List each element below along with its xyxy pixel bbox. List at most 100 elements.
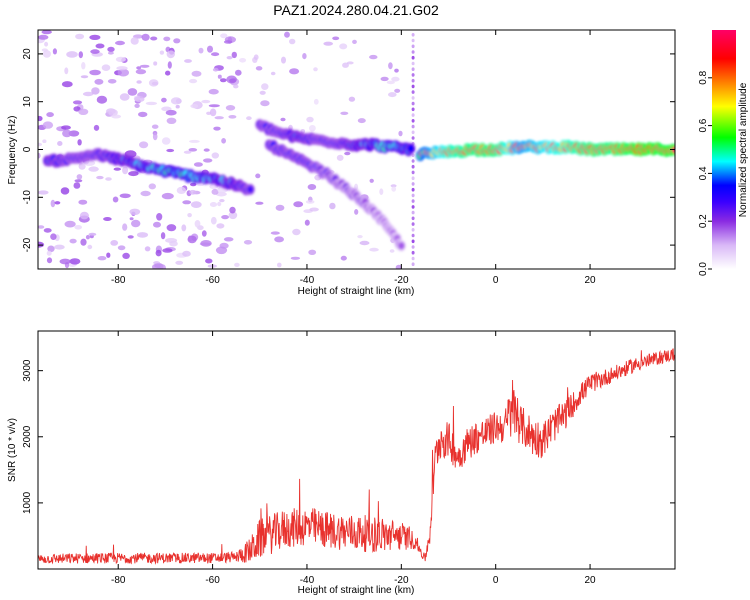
speckle: [229, 78, 236, 83]
speckle: [134, 103, 140, 108]
speckle: [78, 108, 89, 116]
speckle: [411, 113, 415, 117]
x-tick-label: 0: [493, 275, 499, 286]
snr-frame: [37, 330, 676, 570]
speckle: [62, 129, 72, 138]
speckle: [151, 81, 159, 86]
speckle: [87, 244, 93, 250]
speckle: [411, 182, 415, 186]
speckle: [136, 80, 142, 84]
speckle: [290, 256, 301, 260]
speckle: [246, 116, 252, 121]
speckle: [139, 141, 149, 149]
speckle: [50, 199, 56, 208]
speckle: [304, 219, 310, 226]
speckle: [411, 164, 415, 169]
speckle: [289, 38, 296, 45]
speckle: [411, 55, 415, 60]
speckle: [203, 158, 213, 163]
speckle: [161, 137, 171, 145]
spectrogram-x-ticks: -80 -60 -40 -20 0 20: [111, 30, 596, 286]
speckle: [82, 91, 94, 97]
speckle: [130, 37, 139, 45]
speckle: [163, 36, 171, 42]
speckle: [122, 166, 129, 175]
speckle: [46, 250, 52, 256]
speckle: [128, 171, 139, 177]
ridge-cell: [407, 144, 414, 153]
speckle: [193, 162, 203, 167]
speckle: [165, 70, 171, 76]
speckle: [85, 235, 90, 240]
speckle: [391, 76, 400, 82]
speckle: [411, 50, 415, 54]
speckle: [88, 232, 97, 236]
speckle: [69, 238, 77, 244]
x-tick-label: -80: [111, 575, 126, 586]
speckle: [359, 240, 370, 246]
speckle: [348, 96, 356, 102]
x-tick-label: -40: [300, 275, 315, 286]
speckle: [113, 167, 122, 171]
speckle: [394, 68, 399, 73]
speckle: [175, 104, 180, 109]
speckle: [194, 220, 201, 228]
speckle: [106, 252, 111, 258]
speckle: [411, 176, 415, 180]
speckle: [88, 166, 99, 172]
speckle: [59, 258, 71, 265]
speckle: [162, 248, 173, 253]
speckle: [81, 61, 86, 70]
speckle: [411, 250, 415, 255]
speckle: [309, 125, 316, 132]
speckle: [91, 87, 100, 95]
speckle: [108, 109, 118, 117]
speckle: [103, 217, 112, 221]
speckle: [188, 235, 193, 242]
x-tick-label: 20: [585, 275, 597, 286]
speckle: [122, 223, 128, 231]
speckle: [313, 98, 319, 105]
speckle: [305, 200, 315, 204]
speckle: [94, 78, 104, 85]
speckle: [83, 160, 96, 166]
speckle: [398, 130, 403, 137]
speckle: [73, 182, 81, 189]
speckle: [160, 264, 166, 269]
speckle: [219, 199, 225, 203]
speckle: [153, 221, 161, 228]
speckle: [136, 66, 142, 70]
speckle: [388, 92, 397, 98]
speckle: [340, 111, 349, 116]
speckle: [411, 159, 415, 163]
speckle: [148, 183, 156, 190]
speckle: [306, 116, 314, 123]
speckle: [411, 233, 415, 238]
speckle: [127, 88, 138, 96]
speckle: [75, 33, 85, 40]
speckle: [201, 99, 211, 104]
speckle: [42, 139, 47, 143]
speckle: [255, 201, 264, 205]
speckle: [152, 132, 158, 141]
colorbar: 0.0 0.2 0.4 0.6 0.8 Normalized spectral ampl…: [698, 30, 749, 276]
speckle: [411, 205, 415, 209]
speckle: [173, 38, 181, 44]
speckle: [379, 188, 384, 195]
speckle: [96, 95, 108, 104]
y-tick-label: 1000: [22, 491, 33, 514]
speckle: [105, 177, 112, 181]
snr-panel: -80 -60 -40 -20 0 20 1000 2000 3000 Height of s…: [7, 330, 676, 596]
speckle: [78, 163, 86, 170]
speckle: [166, 148, 175, 153]
ridge-cell: [247, 185, 254, 193]
speckle: [221, 138, 227, 144]
speckle: [160, 232, 166, 240]
speckle: [80, 75, 89, 79]
speckle: [313, 67, 318, 72]
speckle: [176, 186, 187, 194]
x-tick-label: -60: [205, 575, 220, 586]
speckle: [166, 224, 177, 232]
colorbar-tick-label: 0.2: [698, 214, 709, 228]
speckle: [277, 262, 282, 268]
